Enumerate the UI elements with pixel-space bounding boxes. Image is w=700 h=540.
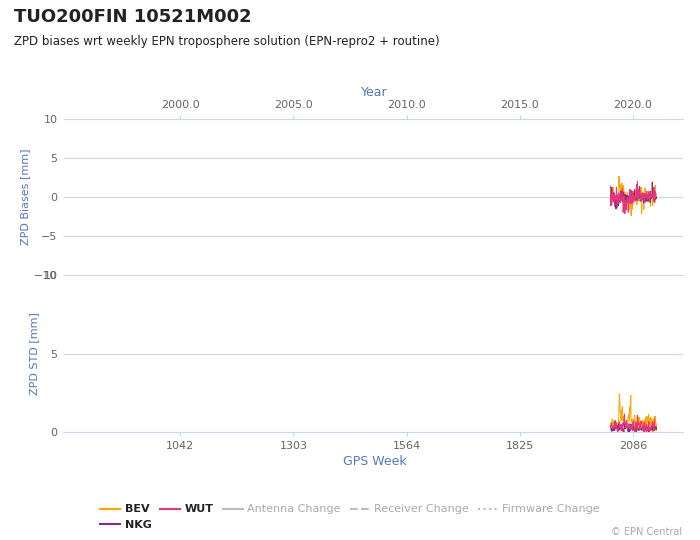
Y-axis label: ZPD Biases [mm]: ZPD Biases [mm] [20, 149, 30, 245]
Y-axis label: ZPD STD [mm]: ZPD STD [mm] [29, 312, 39, 395]
X-axis label: GPS Week: GPS Week [343, 455, 406, 468]
Text: ZPD biases wrt weekly EPN troposphere solution (EPN-repro2 + routine): ZPD biases wrt weekly EPN troposphere so… [14, 35, 440, 48]
Text: © EPN Central: © EPN Central [611, 527, 682, 537]
X-axis label: Year: Year [361, 86, 388, 99]
Legend: BEV, NKG, WUT, Antenna Change, Receiver Change, Firmware Change: BEV, NKG, WUT, Antenna Change, Receiver … [96, 500, 604, 535]
Text: TUO200FIN 10521M002: TUO200FIN 10521M002 [14, 8, 251, 26]
